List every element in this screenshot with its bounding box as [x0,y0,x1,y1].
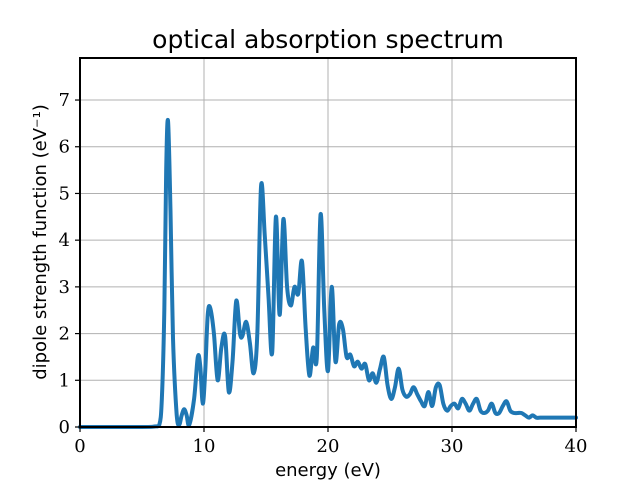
x-tick-label: 30 [441,436,464,457]
x-tick-label: 40 [565,436,588,457]
x-tick-label: 10 [193,436,216,457]
chart-title: optical absorption spectrum [152,25,504,54]
x-tick-label: 0 [74,436,85,457]
y-tick-label: 4 [59,230,70,251]
ticks: 0 10 20 30 40 0 1 2 3 4 5 6 7 [59,90,588,457]
y-tick-label: 2 [59,324,70,345]
series-line [78,117,578,429]
y-tick-label: 3 [59,277,70,298]
y-tick-label: 5 [59,183,70,204]
y-tick-label: 7 [59,90,70,111]
y-tick-label: 6 [59,137,70,158]
y-tick-label: 1 [59,370,70,391]
y-tick-label: 0 [59,417,70,438]
x-axis-label: energy (eV) [275,460,381,480]
x-tick-label: 20 [317,436,340,457]
y-axis-label: dipole strength function (eV⁻¹) [30,104,51,380]
